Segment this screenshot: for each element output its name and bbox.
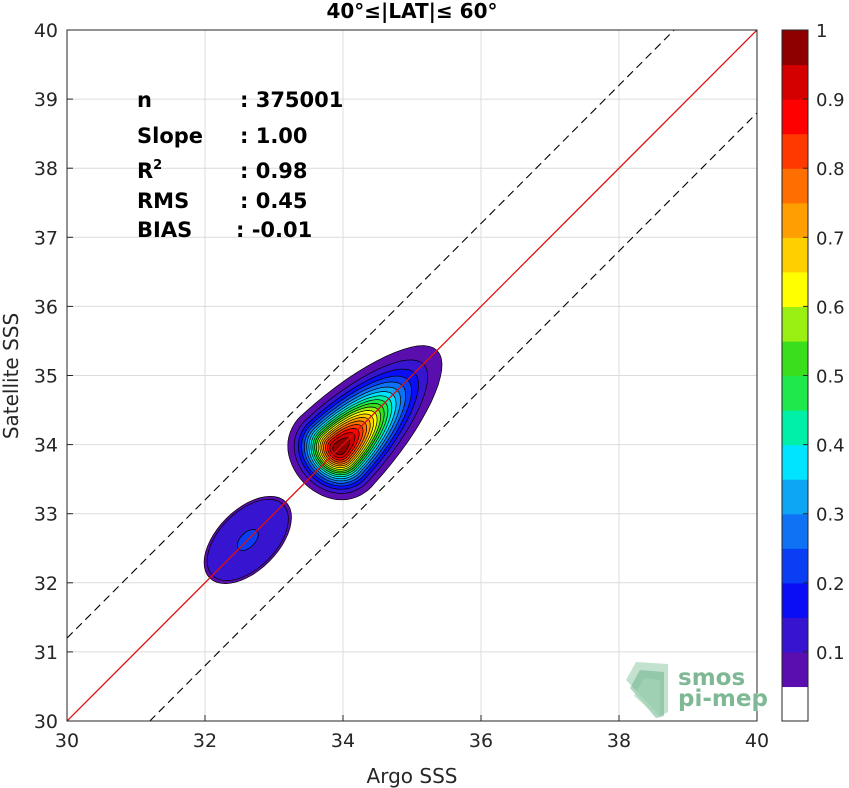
reference-line-2 — [149, 112, 757, 721]
y-tick-label-4: 34 — [34, 435, 58, 457]
y-tick-label-0: 30 — [34, 711, 58, 733]
logo-waves-icon — [626, 662, 668, 718]
x-tick-label-0: 30 — [55, 730, 79, 752]
colorbar-segment-5 — [782, 513, 808, 549]
x-tick-label-1: 32 — [193, 730, 217, 752]
colorbar-segment-2 — [782, 617, 808, 653]
colorbar-tick-label-8: 0.9 — [816, 90, 845, 111]
colorbar-segment-4 — [782, 548, 808, 584]
colorbar-tick-label-5: 0.6 — [816, 297, 845, 318]
x-tick-label-5: 40 — [745, 730, 769, 752]
y-tick-label-8: 38 — [34, 158, 58, 180]
y-tick-label-9: 39 — [34, 89, 58, 111]
colorbar-segment-16 — [782, 133, 808, 169]
stat-label-3: RMS — [137, 189, 189, 213]
colorbar-segment-1 — [782, 651, 808, 688]
stat-label-0: n — [137, 88, 152, 112]
colorbar-segment-0 — [782, 686, 808, 722]
colorbar-segment-12 — [782, 271, 808, 307]
stat-value-2: : 0.98 — [240, 159, 308, 183]
colorbar-tick-label-7: 0.8 — [816, 159, 845, 180]
y-tick-label-6: 36 — [34, 296, 58, 318]
colorbar-segment-18 — [782, 64, 808, 100]
colorbar-tick-label-9: 1 — [816, 21, 827, 42]
stat-value-0: : 375001 — [240, 88, 343, 112]
smos-pi-mep-logo: smos pi-mep — [626, 662, 768, 718]
colorbar-tick-label-6: 0.7 — [816, 228, 845, 249]
stats-box: n : 375001 Slope : 1.00 R2 : 0.98 RMS : 0.45 BIA… — [137, 88, 343, 242]
stat-value-3: : 0.45 — [240, 189, 308, 213]
y-tick-label-3: 33 — [34, 504, 58, 526]
y-tick-label-2: 32 — [34, 573, 58, 595]
reference-line-1 — [67, 30, 675, 639]
colorbar-segment-15 — [782, 168, 808, 204]
x-tick-label-2: 34 — [331, 730, 355, 752]
colorbar-segment-10 — [782, 340, 808, 377]
stat-value-4: : -0.01 — [236, 218, 312, 242]
colorbar-tick-label-4: 0.5 — [816, 367, 845, 388]
y-axis-ticks: 30 31 32 33 34 35 36 37 38 39 40 — [34, 20, 73, 733]
colorbar: 0.1 0.2 0.3 0.4 0.5 0.6 0.7 0.8 0.9 1 — [781, 21, 845, 722]
x-axis-label: Argo SSS — [367, 764, 458, 788]
colorbar-segment-9 — [782, 375, 808, 411]
logo-text-pimep: pi-mep — [678, 686, 768, 712]
colorbar-segment-8 — [782, 410, 808, 446]
stat-label-1: Slope — [137, 124, 203, 148]
y-tick-label-7: 37 — [34, 227, 58, 249]
reference-line-0 — [67, 30, 757, 721]
colorbar-tick-label-2: 0.3 — [816, 505, 845, 526]
x-axis-ticks: 30 32 34 36 38 40 — [55, 715, 769, 752]
logo-text-smos: smos — [678, 665, 745, 691]
y-axis-label: Satellite SSS — [0, 313, 23, 439]
colorbar-segment-13 — [782, 237, 808, 273]
stat-label-4: BIAS — [137, 218, 192, 242]
y-tick-label-1: 31 — [34, 642, 58, 664]
colorbar-tick-label-1: 0.2 — [816, 574, 845, 595]
x-tick-label-3: 36 — [469, 730, 493, 752]
colorbar-segment-11 — [782, 306, 808, 342]
stat-label-2: R2 — [137, 158, 162, 183]
colorbar-segment-6 — [782, 479, 808, 515]
colorbar-tick-label-3: 0.4 — [816, 436, 845, 457]
colorbar-tick-label-0: 0.1 — [816, 643, 845, 664]
chart-title: 40°≤|LAT|≤ 60° — [326, 0, 497, 23]
stat-value-1: : 1.00 — [240, 124, 308, 148]
y-tick-label-5: 35 — [34, 366, 58, 388]
reference-lines — [67, 30, 757, 721]
colorbar-segment-14 — [782, 202, 808, 238]
colorbar-segment-3 — [782, 582, 808, 618]
colorbar-segment-7 — [782, 444, 808, 480]
x-tick-label-4: 38 — [607, 730, 631, 752]
colorbar-segment-19 — [782, 30, 808, 66]
colorbar-segment-17 — [782, 99, 808, 135]
y-tick-label-10: 40 — [34, 20, 58, 42]
